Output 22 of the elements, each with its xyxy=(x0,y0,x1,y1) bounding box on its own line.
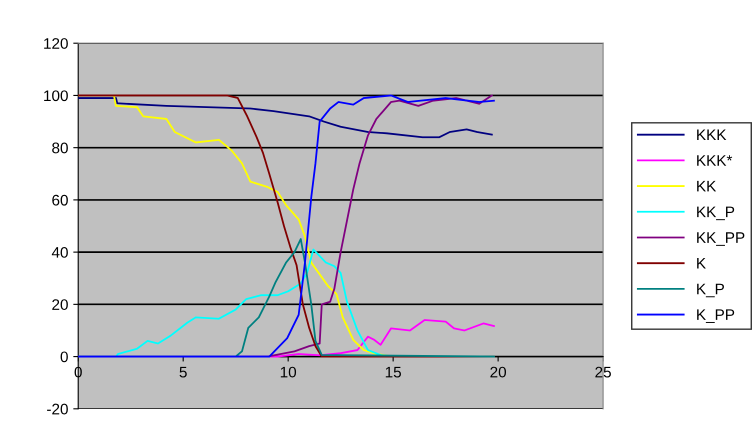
y-tick-label: 100 xyxy=(44,90,68,102)
line-series xyxy=(78,97,493,138)
y-tick-label: 0 xyxy=(60,351,68,362)
y-tick-label: 80 xyxy=(52,142,68,154)
y-tick-label: 20 xyxy=(52,299,68,310)
x-tick-label: 10 xyxy=(280,366,296,378)
y-tick-label: -20 xyxy=(47,404,68,414)
legend-label: K_P xyxy=(697,284,724,298)
legend-label: KK_PP xyxy=(697,232,744,246)
legend-label: K xyxy=(697,258,706,269)
legend-label: KKK* xyxy=(697,155,732,166)
y-tick-label: 40 xyxy=(52,246,68,258)
x-tick-label: 25 xyxy=(595,366,611,378)
legend-label: KK xyxy=(697,180,716,192)
legend-label: K_PP xyxy=(697,309,734,323)
x-tick-label: 5 xyxy=(180,366,187,378)
legend-label: KK_P xyxy=(697,206,734,220)
legend-label: KKK xyxy=(697,130,726,140)
y-tick-label: 120 xyxy=(44,38,68,49)
x-tick-label: 20 xyxy=(490,366,506,378)
y-tick-label: 60 xyxy=(52,194,68,206)
x-tick-label: 15 xyxy=(386,366,402,378)
